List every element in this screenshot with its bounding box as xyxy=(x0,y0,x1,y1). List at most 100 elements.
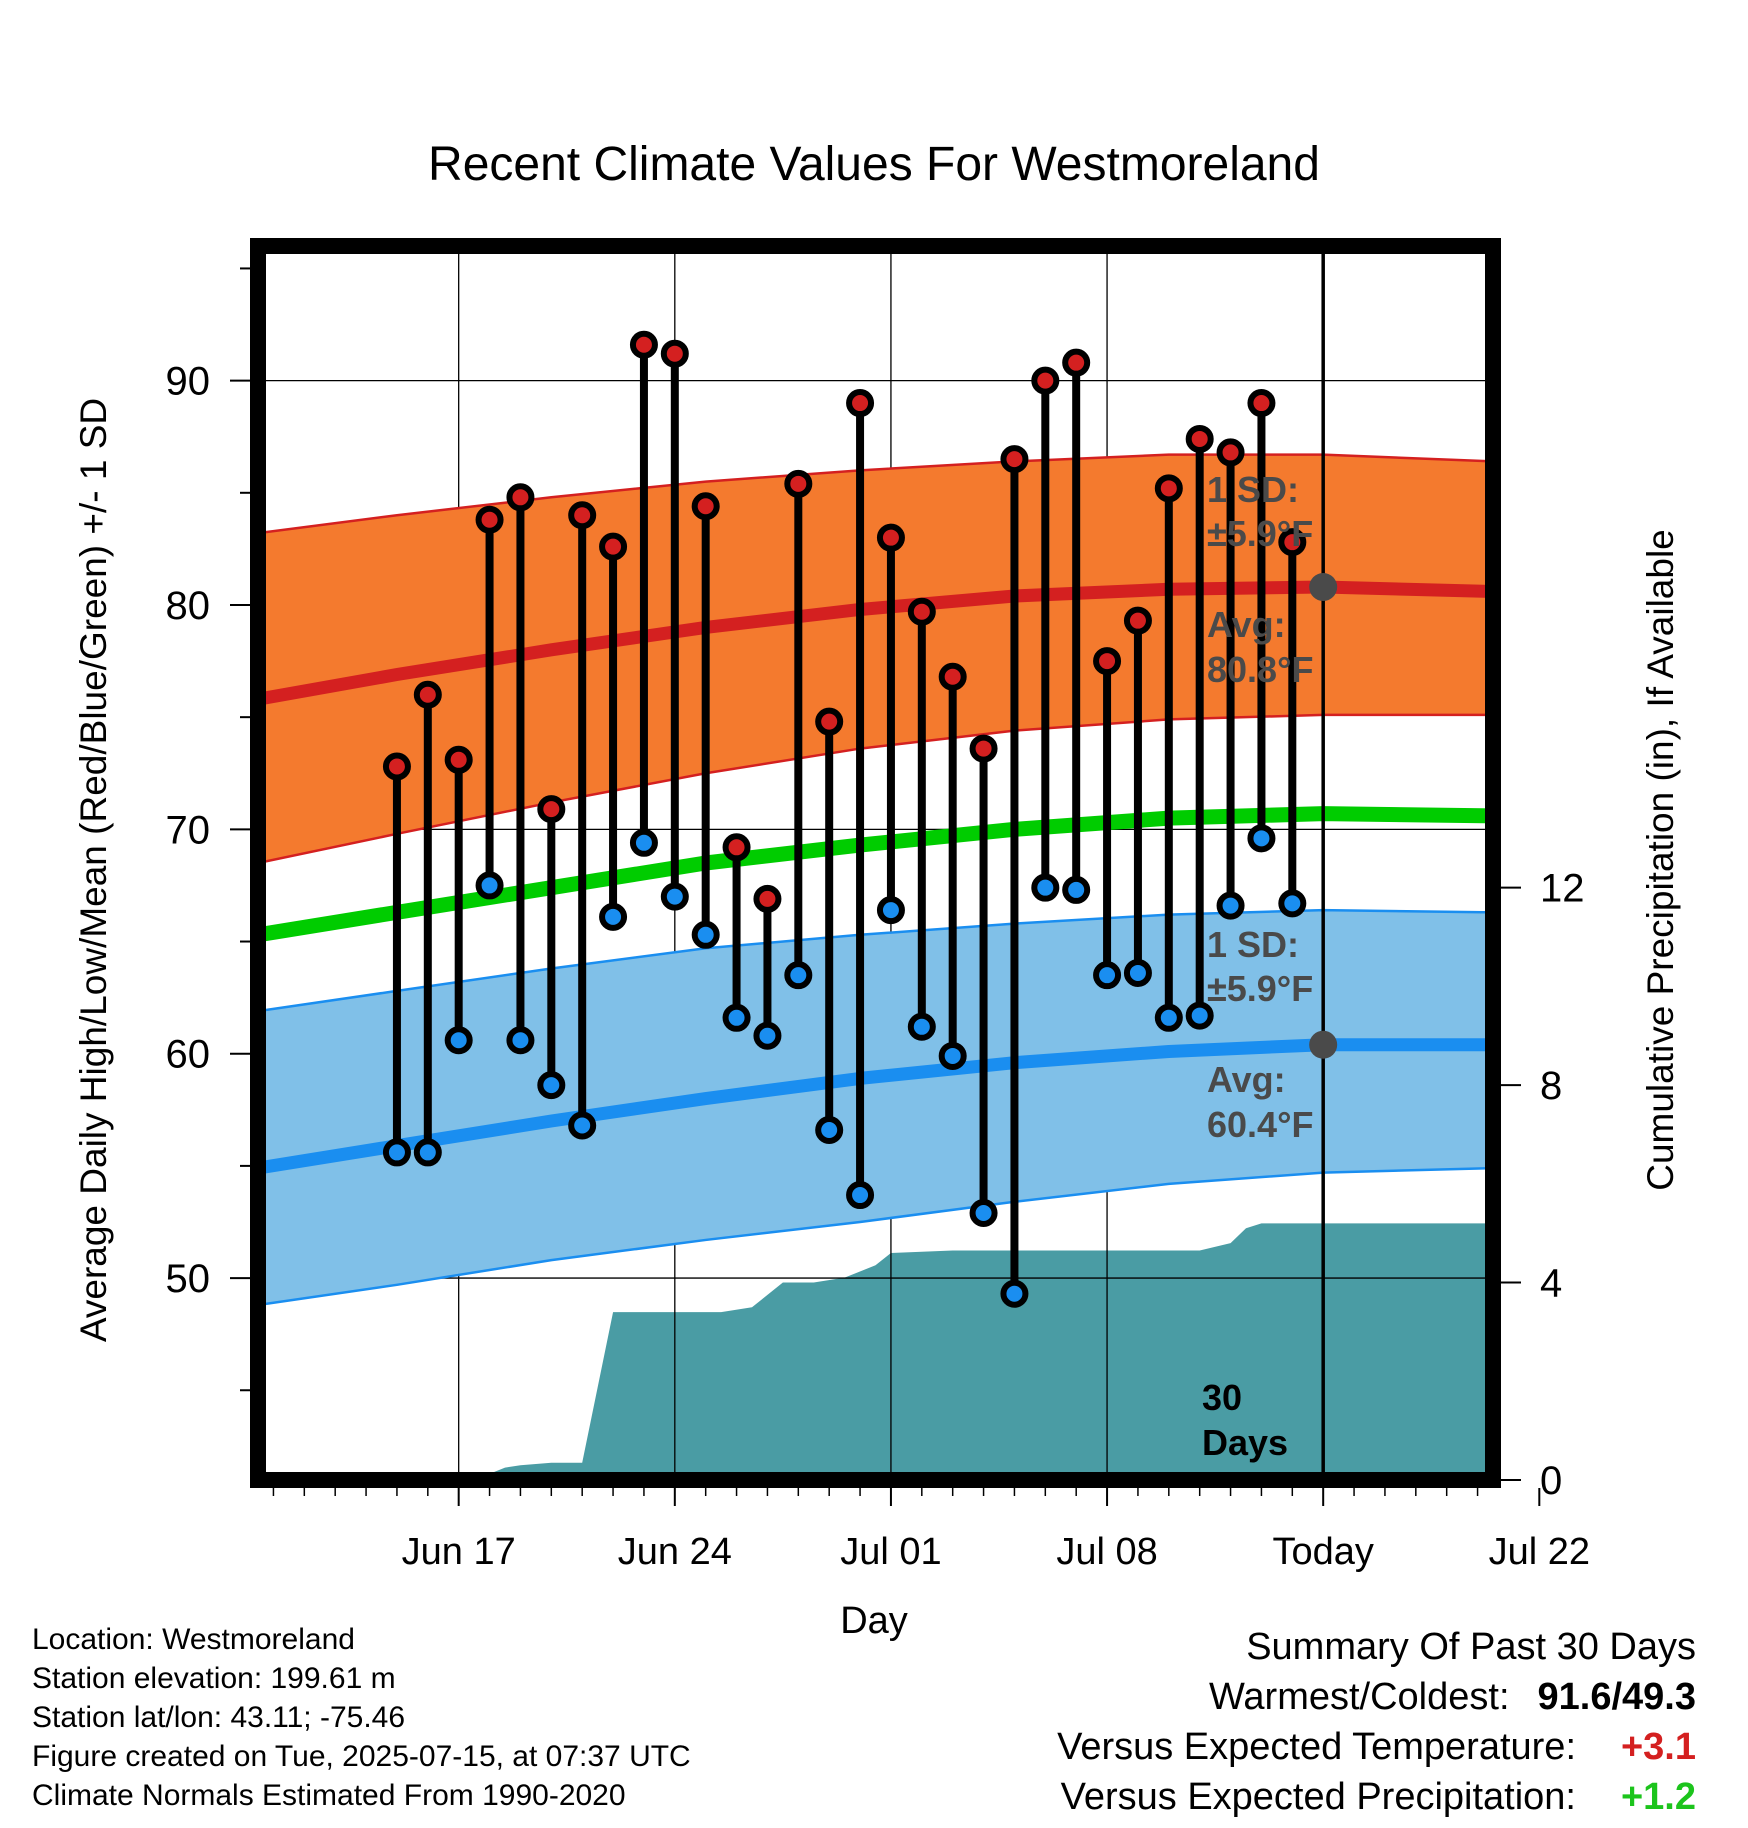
low-point xyxy=(1185,1001,1214,1030)
high-point xyxy=(907,597,936,626)
normal-bands xyxy=(258,453,1493,1307)
high-sd-line-2: ±5.9°F xyxy=(1207,513,1313,554)
created-text: Figure created on Tue, 2025-07-15, at 07… xyxy=(32,1740,691,1773)
low-point xyxy=(444,1026,473,1055)
y-right-tick-label: 0 xyxy=(1540,1459,1562,1503)
y-left-axis-label: Average Daily High/Low/Mean (Red/Blue/Gr… xyxy=(73,398,114,1342)
low-point xyxy=(815,1115,844,1144)
low-point xyxy=(969,1199,998,1228)
x-axis-label: Day xyxy=(840,1600,908,1642)
precip-value: +1.2 xyxy=(1620,1776,1696,1818)
average-marker xyxy=(1309,1030,1338,1059)
low-point xyxy=(537,1071,566,1100)
x-tick-label: Today xyxy=(1272,1531,1373,1573)
low-point xyxy=(938,1041,967,1070)
high-point xyxy=(568,501,597,530)
normals-text: Climate Normals Estimated From 1990-2020 xyxy=(32,1779,626,1812)
low-sd-band xyxy=(258,910,1493,1305)
high-point xyxy=(691,492,720,521)
low-point xyxy=(1216,891,1245,920)
low-point xyxy=(846,1181,875,1210)
chart-title: Recent Climate Values For Westmoreland xyxy=(428,138,1320,191)
high-point xyxy=(722,833,751,862)
low-point xyxy=(1031,873,1060,902)
high-point xyxy=(1123,606,1152,635)
high-point xyxy=(815,707,844,736)
axes: 50 60 70 80 90 0 4 8 12 Jun 17 Jun 24 Jul 01 Jul 08 T… xyxy=(166,267,1590,1573)
high-avg-label: Avg: 80.8°F xyxy=(1207,604,1313,690)
low-lower-edge xyxy=(258,1166,1493,1307)
y-left-tick-label: 50 xyxy=(166,1257,211,1301)
window-line-1: 30 xyxy=(1202,1377,1242,1418)
high-point xyxy=(753,884,782,913)
high-point xyxy=(1031,366,1060,395)
low-point xyxy=(907,1012,936,1041)
low-point xyxy=(876,896,905,925)
low-point xyxy=(1278,889,1307,918)
low-avg-line-2: 60.4°F xyxy=(1207,1104,1313,1145)
low-point xyxy=(568,1111,597,1140)
y-right-axis-label: Cumulative Precipitation (in), If Availa… xyxy=(1640,529,1681,1191)
precipitation-area xyxy=(258,1223,1493,1480)
low-point xyxy=(1247,824,1276,853)
high-point xyxy=(537,795,566,824)
high-point xyxy=(1093,647,1122,676)
high-point xyxy=(629,330,658,359)
window-line-2: Days xyxy=(1202,1422,1288,1463)
low-point xyxy=(691,920,720,949)
high-avg-line-2: 80.8°F xyxy=(1207,649,1313,690)
low-point xyxy=(1154,1003,1183,1032)
high-point xyxy=(1247,389,1276,418)
low-sd-line-1: 1 SD: xyxy=(1207,924,1299,965)
high-point xyxy=(506,483,535,512)
x-tick-label: Jul 22 xyxy=(1489,1531,1590,1573)
high-point xyxy=(876,523,905,552)
summary-panel: Summary Of Past 30 Days Warmest/Coldest:… xyxy=(1057,1622,1696,1822)
window-label: 30 Days xyxy=(1202,1377,1288,1463)
y-right-tick-label: 8 xyxy=(1540,1064,1562,1108)
precip-label: Versus Expected Precipitation: xyxy=(1060,1776,1576,1818)
low-point xyxy=(506,1026,535,1055)
high-point xyxy=(599,532,628,561)
high-point xyxy=(784,469,813,498)
high-sd-label: 1 SD: ±5.9°F xyxy=(1207,469,1313,554)
x-tick-label: Jul 08 xyxy=(1056,1531,1157,1573)
low-point xyxy=(1000,1279,1029,1308)
temp-value: +3.1 xyxy=(1620,1726,1696,1768)
high-point xyxy=(1216,438,1245,467)
elevation-text: Station elevation: 199.61 m xyxy=(32,1662,396,1695)
y-right-tick-label: 12 xyxy=(1540,867,1585,911)
high-point xyxy=(1154,474,1183,503)
warm-cold-label: Warmest/Coldest: xyxy=(1208,1676,1510,1718)
high-point xyxy=(1278,528,1307,557)
high-point xyxy=(444,745,473,774)
average-marker xyxy=(1309,573,1338,602)
precip-area xyxy=(258,1223,1493,1480)
low-point xyxy=(753,1021,782,1050)
high-avg-line-1: Avg: xyxy=(1207,604,1286,645)
x-tick-label: Jun 24 xyxy=(618,1531,732,1573)
summary-precip-row: Versus Expected Precipitation: +1.2 xyxy=(1057,1772,1696,1822)
summary-temp-row: Versus Expected Temperature: +3.1 xyxy=(1057,1722,1696,1772)
x-tick-label: Jun 17 xyxy=(402,1531,516,1573)
low-sd-label: 1 SD: ±5.9°F xyxy=(1207,924,1313,1009)
high-point xyxy=(1062,348,1091,377)
low-avg-label: Avg: 60.4°F xyxy=(1207,1059,1313,1145)
high-sd-band xyxy=(258,454,1493,863)
low-point xyxy=(660,882,689,911)
y-right-tick-label: 4 xyxy=(1540,1262,1562,1306)
average-markers xyxy=(1309,573,1338,1059)
high-point xyxy=(969,734,998,763)
summary-heading: Summary Of Past 30 Days xyxy=(1246,1626,1696,1668)
high-point xyxy=(660,339,689,368)
y-left-tick-label: 90 xyxy=(166,360,211,404)
y-left-tick-label: 80 xyxy=(166,584,211,628)
location-text: Location: Westmoreland xyxy=(32,1623,355,1656)
station-info: Location: Westmoreland Station elevation… xyxy=(32,1620,691,1815)
latlon-text: Station lat/lon: 43.11; -75.46 xyxy=(32,1701,406,1734)
annotations: 1 SD: ±5.9°F Avg: 80.8°F 1 SD: ±5.9°F Avg: 6… xyxy=(1202,469,1313,1463)
low-point xyxy=(1062,875,1091,904)
warm-cold-value: 91.6/49.3 xyxy=(1537,1676,1696,1718)
high-point xyxy=(382,752,411,781)
